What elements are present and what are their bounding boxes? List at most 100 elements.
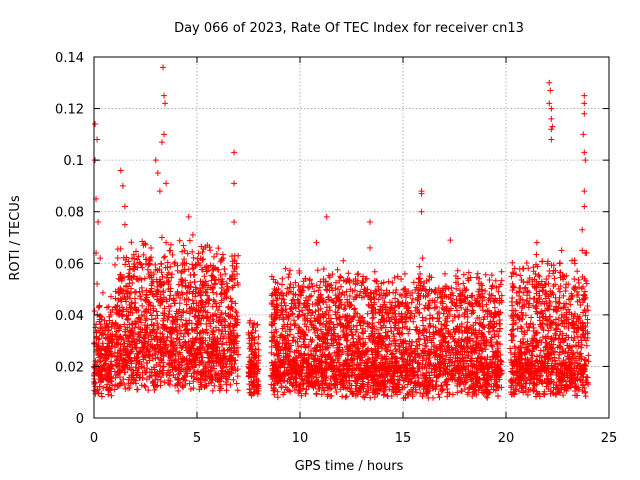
data-point [139, 264, 146, 271]
data-point [103, 304, 110, 311]
data-point [197, 371, 204, 378]
data-point [177, 327, 184, 334]
data-point [161, 253, 168, 260]
data-point [145, 301, 152, 308]
data-point [192, 293, 199, 300]
data-point [147, 288, 154, 295]
data-point [228, 298, 235, 305]
data-point [150, 382, 157, 389]
data-point [210, 253, 217, 260]
data-point [172, 357, 179, 364]
data-point [234, 313, 241, 320]
data-point [161, 379, 168, 386]
data-point [287, 321, 294, 328]
data-point [202, 383, 209, 390]
data-point [156, 266, 163, 273]
data-point [166, 308, 173, 315]
data-point [176, 300, 183, 307]
data-point [168, 330, 175, 337]
data-point [198, 381, 205, 388]
data-point [215, 307, 222, 314]
data-point [147, 341, 154, 348]
data-point [159, 369, 166, 376]
data-point [190, 254, 197, 261]
data-point [107, 348, 114, 355]
data-point [193, 286, 200, 293]
data-point [133, 372, 140, 379]
data-point [128, 239, 135, 246]
data-point [333, 388, 340, 395]
data-point [102, 352, 109, 359]
data-point [194, 255, 201, 262]
data-point [160, 254, 167, 261]
data-point [142, 383, 149, 390]
data-point [183, 260, 190, 267]
data-point [485, 328, 492, 335]
data-point [421, 305, 428, 312]
data-point [464, 319, 471, 326]
data-point [468, 300, 475, 307]
data-point [314, 267, 321, 274]
data-point [154, 312, 161, 319]
data-point [207, 247, 214, 254]
data-point [181, 266, 188, 273]
data-point [123, 283, 130, 290]
data-point [142, 261, 149, 268]
data-point [98, 324, 105, 331]
data-point [219, 281, 226, 288]
data-point [126, 321, 133, 328]
data-point [122, 385, 129, 392]
data-point [211, 280, 218, 287]
data-point [107, 311, 114, 318]
data-point [205, 372, 212, 379]
data-point [176, 237, 183, 244]
data-point [207, 351, 214, 358]
data-point [198, 243, 205, 250]
data-point [170, 295, 177, 302]
data-point [179, 261, 186, 268]
data-point [208, 364, 215, 371]
data-point [220, 347, 227, 354]
data-point [172, 382, 179, 389]
data-point [180, 307, 187, 314]
data-point [488, 342, 495, 349]
data-point [153, 308, 160, 315]
data-point [104, 343, 111, 350]
data-points [91, 64, 592, 402]
data-point [174, 267, 181, 274]
data-point [412, 304, 419, 311]
data-point [180, 376, 187, 383]
data-point [175, 336, 182, 343]
data-point [151, 344, 158, 351]
data-point [371, 295, 378, 302]
data-point [197, 349, 204, 356]
data-point [133, 248, 140, 255]
data-point [120, 376, 127, 383]
data-point [204, 330, 211, 337]
data-point [93, 329, 100, 336]
data-point [106, 374, 113, 381]
data-point [406, 326, 413, 333]
data-point [143, 315, 150, 322]
data-point [426, 315, 433, 322]
data-point [189, 248, 196, 255]
data-point [218, 340, 225, 347]
data-point [233, 321, 240, 328]
data-point [158, 374, 165, 381]
data-point [141, 369, 148, 376]
data-point [120, 306, 127, 313]
data-point [197, 278, 204, 285]
data-point [125, 273, 132, 280]
data-point [123, 306, 130, 313]
data-point [206, 296, 213, 303]
data-point [183, 301, 190, 308]
data-point [211, 334, 218, 341]
data-point [225, 286, 232, 293]
data-point [144, 266, 151, 273]
data-point [482, 287, 489, 294]
data-point [204, 309, 211, 316]
data-point [199, 312, 206, 319]
data-point [115, 296, 122, 303]
data-point [313, 390, 320, 397]
data-point [134, 386, 141, 393]
